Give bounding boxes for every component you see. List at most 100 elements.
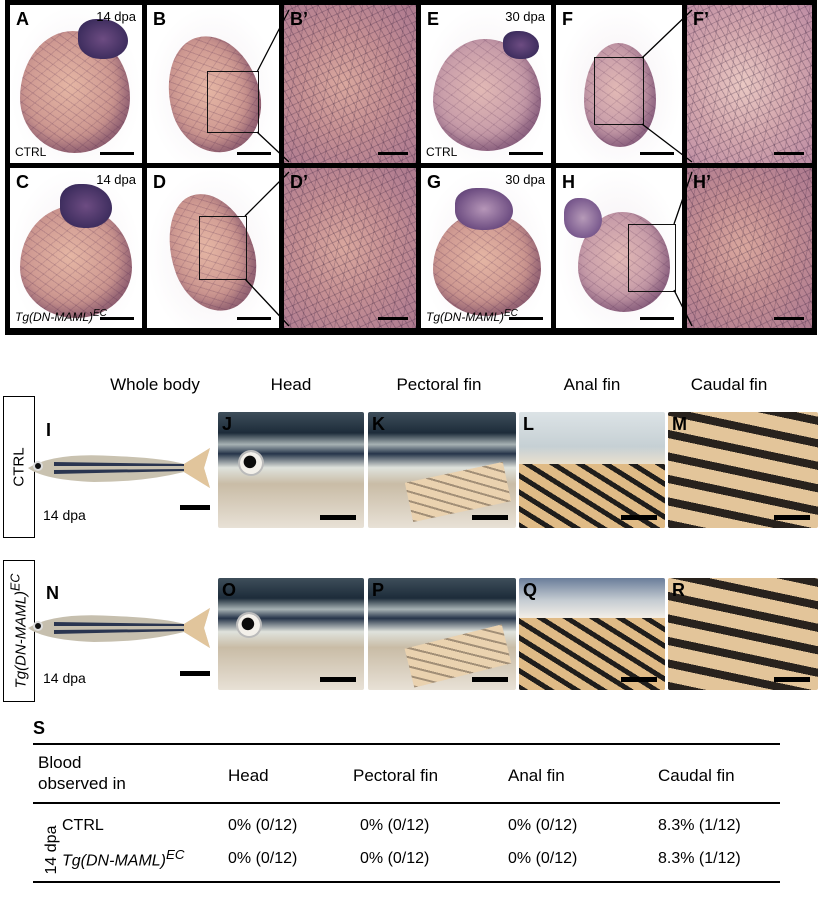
cell-pectoral-fin: 0% (0/12) <box>360 817 430 834</box>
header-head: Head <box>228 766 269 785</box>
panel-d: D <box>147 168 279 328</box>
whole-fish-ctrl <box>28 448 210 488</box>
stage-label: 14 dpa <box>96 172 136 187</box>
panel-letter: D’ <box>290 172 308 192</box>
scale-bar <box>640 152 674 155</box>
scale-bar <box>100 152 134 155</box>
row-label-sup: EC <box>166 847 185 862</box>
inset-box <box>594 57 644 125</box>
header-line-2: observed in <box>38 774 126 793</box>
header-blood-observed-in: Blood observed in <box>38 752 126 794</box>
column-title-caudal-fin: Caudal fin <box>690 375 768 394</box>
panel-letter-r: R <box>672 580 685 600</box>
scale-bar <box>621 515 657 520</box>
panel-letter-q: Q <box>523 580 538 600</box>
scale-bar <box>378 317 408 320</box>
vessel-network <box>284 5 416 163</box>
photo-pectoral-fin-ctrl: K <box>368 412 516 528</box>
header-pectoral-fin: Pectoral fin <box>353 766 439 785</box>
cell-caudal-fin: 8.3% (1/12) <box>658 817 741 834</box>
inset-box <box>207 71 259 133</box>
scale-bar <box>378 152 408 155</box>
scale-bar <box>180 671 210 676</box>
column-title-pectoral-fin: Pectoral fin <box>396 375 482 394</box>
pectoral-fin <box>404 462 512 522</box>
cell-anal-fin: 0% (0/12) <box>508 817 578 834</box>
scale-bar <box>621 677 657 682</box>
header-anal-fin: Anal fin <box>508 766 565 785</box>
eye <box>238 614 260 636</box>
eye <box>240 452 262 474</box>
condition-sup: EC <box>93 308 107 319</box>
stage-label: 14 dpa <box>96 9 136 24</box>
column-title-whole-body: Whole body <box>110 375 200 394</box>
row-label-sup: EC <box>8 573 23 591</box>
photo-pectoral-fin-tg: P <box>368 578 516 690</box>
panel-g: G 30 dpa Tg(DN-MAML)EC <box>421 168 551 328</box>
stage-label: 14 dpa <box>43 507 86 523</box>
condition-label: Tg(DN-MAML)EC <box>15 308 107 324</box>
condition-label: CTRL <box>426 145 458 159</box>
photo-head-tg: O <box>218 578 364 690</box>
whole-fish-tg <box>28 608 210 648</box>
scale-bar <box>320 677 356 682</box>
heart-panel-grid: A 14 dpa CTRL B B’ E 30 dpa CTRL F F’ <box>5 0 817 335</box>
column-title-anal-fin: Anal fin <box>563 375 621 394</box>
outflow-tract <box>455 188 513 230</box>
panel-letter-p: P <box>372 580 385 600</box>
photo-head-ctrl: J <box>218 412 364 528</box>
panel-letter: G <box>427 172 442 192</box>
panel-letter: H <box>562 172 575 192</box>
cell-head: 0% (0/12) <box>228 817 298 834</box>
row-label-tg: Tg(DN-MAML)EC <box>62 847 185 870</box>
photo-anal-fin-ctrl: L <box>519 412 665 528</box>
photo-anal-fin-tg: Q <box>519 578 665 690</box>
photo-caudal-fin-tg: R <box>668 578 818 690</box>
scale-bar <box>100 317 134 320</box>
column-title-head: Head <box>270 375 312 394</box>
inset-box <box>628 224 676 292</box>
cell-caudal-fin: 8.3% (1/12) <box>658 850 741 867</box>
row-label-tg: Tg(DN-MAML)EC <box>3 560 35 702</box>
condition-sup: EC <box>504 308 518 319</box>
stage-label: 30 dpa <box>505 9 545 24</box>
outflow-tract <box>60 184 112 228</box>
outflow-tract <box>78 19 128 59</box>
panel-letter-l: L <box>523 414 534 434</box>
panel-letter: A <box>16 9 29 29</box>
scale-bar <box>509 317 543 320</box>
panel-letter-o: O <box>222 580 237 600</box>
scale-bar <box>237 152 271 155</box>
panel-letter: E <box>427 9 440 29</box>
condition-main: Tg(DN-MAML) <box>426 310 504 324</box>
cell-head: 0% (0/12) <box>228 850 298 867</box>
vessel-network <box>284 168 416 328</box>
panel-h-prime: H’ <box>687 168 812 328</box>
inset-box <box>199 216 247 280</box>
condition-label: Tg(DN-MAML)EC <box>426 308 518 324</box>
scale-bar <box>320 515 356 520</box>
scale-bar <box>640 317 674 320</box>
scale-bar <box>180 505 210 510</box>
header-line-1: Blood <box>38 753 82 772</box>
condition-label: CTRL <box>15 145 47 159</box>
panel-letter-i: I <box>46 420 52 440</box>
panel-e: E 30 dpa CTRL <box>421 5 551 163</box>
panel-f: F <box>556 5 682 163</box>
panel-letter-s: S <box>33 718 46 738</box>
panel-letter: B’ <box>290 9 308 29</box>
cell-anal-fin: 0% (0/12) <box>508 850 578 867</box>
photo-caudal-fin-ctrl: M <box>668 412 818 528</box>
panel-letter-m: M <box>672 414 687 434</box>
outflow-tract <box>564 198 602 238</box>
panel-h: H <box>556 168 682 328</box>
panel-f-prime: F’ <box>687 5 812 163</box>
scale-bar <box>472 677 508 682</box>
panel-b-prime: B’ <box>284 5 416 163</box>
panel-letter: D <box>153 172 166 192</box>
table-header-rule <box>33 802 780 804</box>
panel-letter-j: J <box>222 414 233 434</box>
panel-letter: B <box>153 9 166 29</box>
group-label-text: 14 dpa <box>43 825 60 875</box>
cell-pectoral-fin: 0% (0/12) <box>360 850 430 867</box>
